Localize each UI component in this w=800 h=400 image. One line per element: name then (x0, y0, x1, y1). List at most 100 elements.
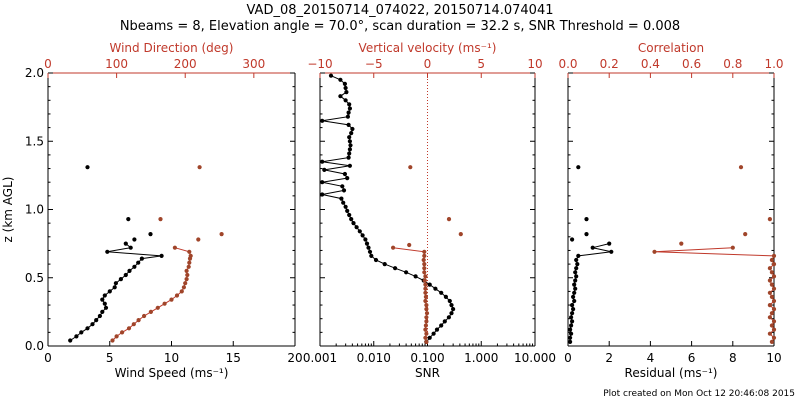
point-snr (413, 274, 418, 279)
point-wind-direction (136, 318, 141, 323)
point-correlation (771, 253, 777, 258)
x-top-tick-label: 0.6 (682, 57, 701, 71)
point-snr (347, 163, 352, 168)
point-snr (347, 102, 352, 107)
point-vertical-velocity (423, 298, 428, 304)
point-wind-speed (94, 318, 99, 323)
point-wind-speed (97, 313, 102, 319)
point-residual (571, 307, 576, 312)
x-top-tick-label: 0 (424, 57, 432, 71)
point-snr (349, 131, 354, 136)
point-correlation (767, 290, 773, 295)
point-correlation (771, 335, 777, 340)
point-correlation (767, 266, 773, 271)
point-wind-direction (131, 322, 136, 327)
y-tick-label: 2.0 (25, 66, 44, 80)
point-snr (439, 290, 444, 295)
point-snr (447, 298, 452, 304)
point-residual (571, 294, 576, 299)
point-residual-isolated (576, 165, 581, 170)
point-wind-speed (136, 260, 141, 265)
x-bottom-axis-label: Wind Speed (ms⁻¹) (115, 366, 229, 380)
point-wind-speed-isolated (148, 232, 153, 237)
x-top-tick-label: 0.8 (723, 57, 742, 71)
point-vertical-velocity (422, 253, 427, 258)
x-bottom-tick-label: 20 (287, 351, 302, 365)
point-snr (367, 249, 373, 254)
point-correlation-isolated (743, 232, 748, 237)
point-snr (443, 294, 448, 299)
point-snr (442, 319, 447, 324)
point-correlation (771, 274, 777, 279)
x-top-axis-label: Vertical velocity (ms⁻¹) (359, 41, 497, 55)
point-snr (347, 151, 352, 156)
point-wind-direction (184, 277, 189, 282)
point-wind-direction-isolated (219, 232, 224, 237)
point-snr (434, 327, 440, 332)
point-wind-speed (68, 338, 73, 343)
point-wind-direction-isolated (158, 217, 163, 222)
point-wind-speed (113, 281, 118, 286)
point-vertical-velocity (423, 294, 428, 299)
point-vertical-velocity (424, 303, 429, 308)
point-snr (369, 253, 374, 258)
point-vertical-velocity-isolated (407, 242, 412, 248)
point-vertical-velocity (422, 266, 427, 271)
point-wind-direction (172, 245, 177, 250)
y-tick-label: 0.0 (25, 339, 44, 353)
point-vertical-velocity (423, 290, 428, 295)
point-residual (570, 303, 575, 308)
x-bottom-tick-label: 2 (605, 351, 613, 365)
x-top-tick-label: 300 (242, 57, 265, 71)
point-vertical-velocity (424, 339, 429, 344)
point-snr (343, 204, 348, 209)
point-snr (439, 323, 444, 328)
point-wind-speed (105, 249, 110, 254)
point-residual (576, 253, 581, 258)
x-bottom-tick-label: 10 (766, 351, 781, 365)
point-wind-direction (185, 272, 190, 278)
point-snr (346, 110, 351, 115)
point-correlation (771, 327, 777, 332)
point-correlation (730, 245, 735, 250)
point-wind-speed (118, 277, 123, 282)
point-wind-speed (103, 305, 109, 310)
point-vertical-velocity (423, 335, 428, 340)
point-residual (568, 335, 573, 340)
x-bottom-tick-label: 0.010 (357, 351, 391, 365)
series-line-wind-speed (69, 243, 162, 341)
point-vertical-velocity (423, 286, 428, 291)
x-bottom-tick-label: 6 (688, 351, 696, 365)
point-wind-speed (112, 285, 117, 290)
point-wind-direction (184, 268, 189, 273)
point-correlation (769, 257, 775, 263)
y-axis-label: z (km AGL) (1, 177, 15, 243)
point-snr (364, 241, 370, 246)
point-correlation-isolated (767, 217, 773, 222)
point-correlation (652, 249, 657, 254)
point-residual (590, 245, 595, 250)
panel-wind (47, 72, 296, 347)
point-vertical-velocity (424, 311, 430, 316)
point-wind-speed-isolated (132, 237, 137, 242)
title-line2: Nbeams = 8, Elevation angle = 70.0°, sca… (120, 19, 680, 34)
point-wind-direction (155, 305, 160, 310)
point-wind-direction (187, 249, 192, 254)
point-residual (573, 278, 578, 283)
point-vertical-velocity (421, 257, 426, 263)
x-top-tick-label: −5 (365, 57, 383, 71)
point-residual (575, 262, 580, 267)
x-bottom-axis-label: Residual (ms⁻¹) (625, 366, 718, 380)
point-residual (570, 319, 575, 324)
point-residual (573, 286, 578, 291)
point-snr (366, 245, 371, 250)
panel-resid (567, 72, 777, 347)
point-wind-speed (85, 326, 90, 331)
point-correlation (771, 262, 777, 267)
point-snr (449, 311, 454, 316)
point-residual-isolated (584, 232, 589, 237)
y-tick-label: 1.5 (25, 134, 44, 148)
point-vertical-velocity (424, 307, 429, 312)
point-wind-direction (148, 309, 153, 314)
point-snr (427, 335, 432, 340)
